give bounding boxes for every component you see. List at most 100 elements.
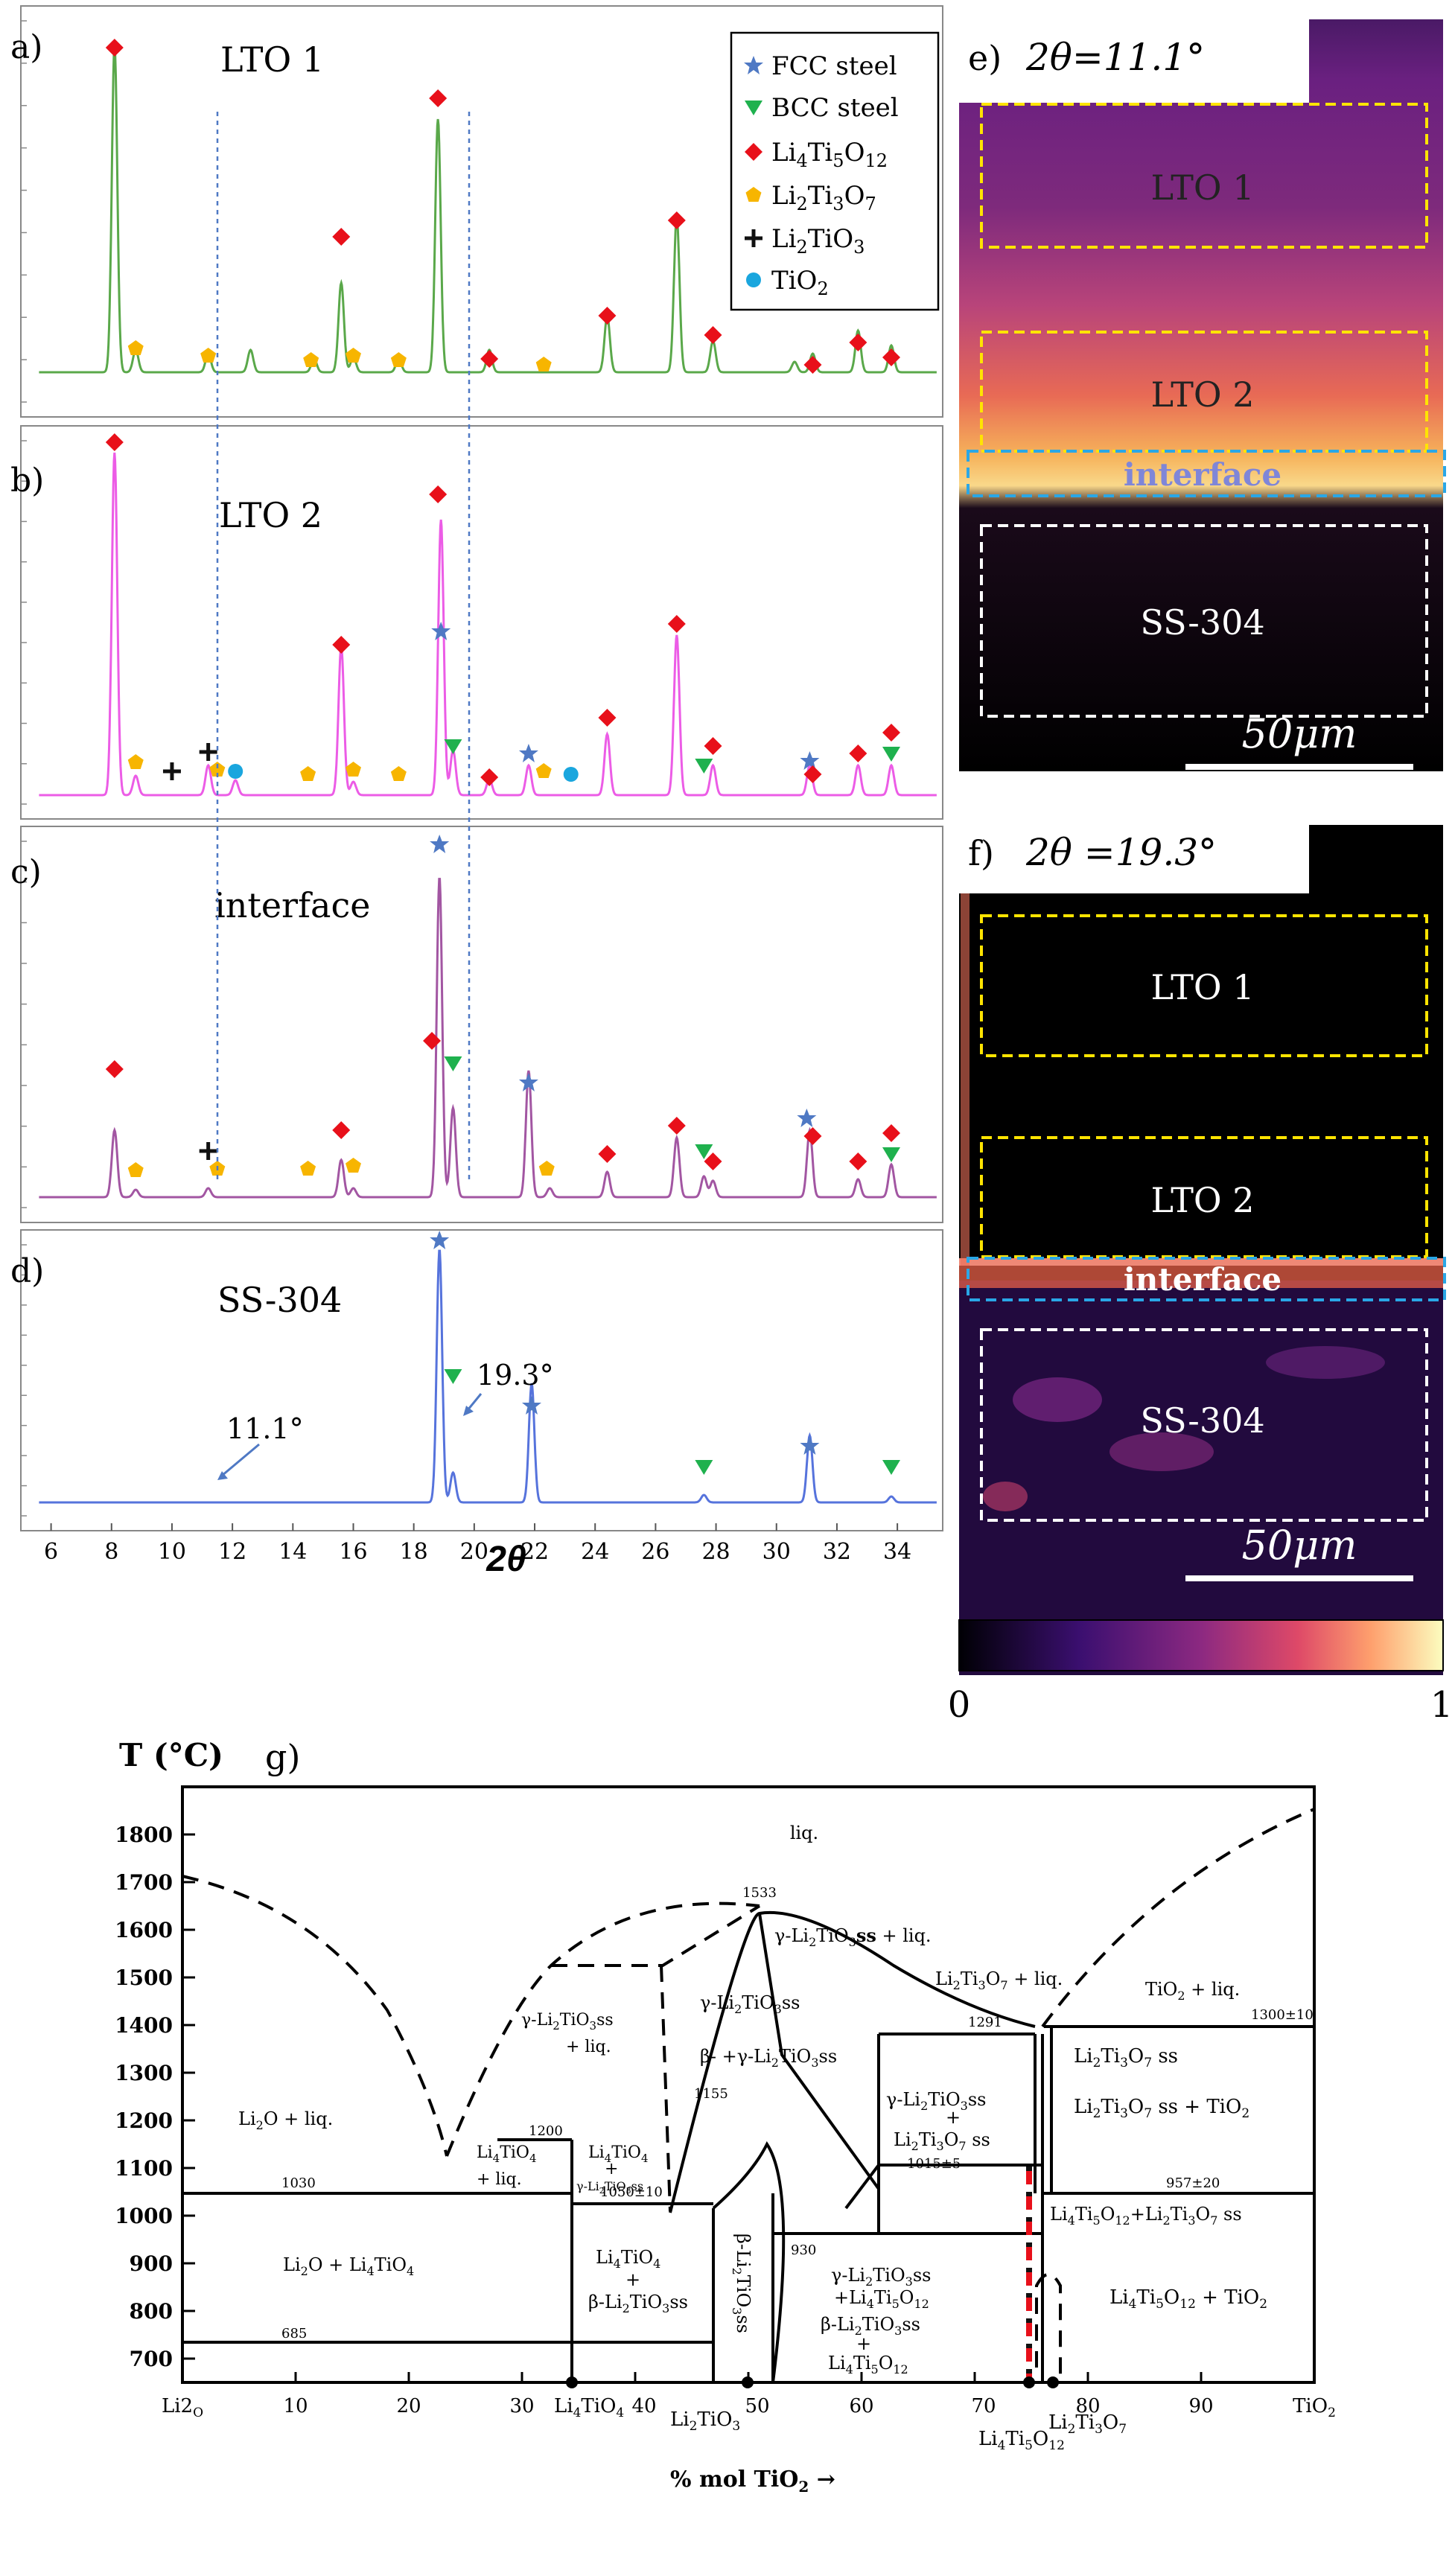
x-tick-label: 18 bbox=[400, 1539, 428, 1565]
region-li2ti3o7-ss: Li2Ti3O7 ss bbox=[1074, 2045, 1178, 2070]
region-li4tio4-beta: Li4TiO4 bbox=[596, 2247, 660, 2271]
svg-text:+ liq.: + liq. bbox=[566, 2038, 611, 2056]
x-tick-label: 8 bbox=[104, 1539, 118, 1565]
map-e-box-interface bbox=[967, 450, 1446, 497]
xrd-curve bbox=[39, 878, 937, 1199]
svg-text:+: + bbox=[856, 2333, 871, 2354]
phase-x-tick-label: 10 bbox=[283, 2395, 308, 2417]
phase-x-tick-label: 90 bbox=[1188, 2395, 1213, 2417]
map-f-lto1-label: LTO 1 bbox=[1150, 967, 1254, 1007]
xrd-curve bbox=[39, 1249, 937, 1504]
arrow-11 bbox=[221, 1443, 260, 1477]
region-li2o-liq: Li2O + liq. bbox=[238, 2108, 333, 2132]
map-f-interface-label: interface bbox=[1124, 1261, 1282, 1298]
x-tick-label: 24 bbox=[581, 1539, 609, 1565]
temp-1291: 1291 bbox=[968, 2015, 1002, 2030]
svg-text:+: + bbox=[605, 2160, 618, 2178]
map-f-box-ss304 bbox=[980, 1328, 1428, 1522]
temp-685: 685 bbox=[281, 2326, 307, 2341]
region-liq: liq. bbox=[790, 1823, 818, 1843]
phase-y-label: T (°C) bbox=[119, 1737, 223, 1773]
map-e-image bbox=[959, 19, 1443, 771]
map-e-box-ss304 bbox=[980, 524, 1428, 718]
phase-y-tick-label: 1500 bbox=[115, 1966, 173, 1990]
phase-dashed-boundaries bbox=[182, 1808, 1315, 2382]
x-tick-label: 20 bbox=[460, 1539, 488, 1565]
dot-li2ti3o7 bbox=[1047, 2376, 1059, 2388]
svg-text:+ liq.: + liq. bbox=[477, 2170, 522, 2189]
panel-b-title: LTO 2 bbox=[219, 495, 322, 535]
temp-1015: 1015±5 bbox=[907, 2156, 961, 2172]
region-g-li2tio3-liq: γ-Li2TiO3ss + liq. bbox=[774, 1925, 932, 1949]
region-beta-li2tio3-lto: β-Li2TiO3ss bbox=[821, 2314, 920, 2338]
temp-1200: 1200 bbox=[529, 2123, 563, 2139]
map-f-scale-label: 50μm bbox=[1241, 1522, 1357, 1569]
map-e-scale-label: 50μm bbox=[1241, 710, 1357, 757]
svg-text:Li4Ti5O12: Li4Ti5O12 bbox=[828, 2353, 908, 2376]
x-tick-label: 30 bbox=[762, 1539, 791, 1565]
region-tio2-liq: TiO2 + liq. bbox=[1145, 1979, 1240, 2003]
x-tick-label: 10 bbox=[158, 1539, 186, 1565]
region-li2ti3o7-liq: Li2Ti3O7 + liq. bbox=[935, 1968, 1063, 1992]
phase-y-tick-label: 1600 bbox=[115, 1918, 173, 1942]
region-lto-li2ti3o7: Li4Ti5O12+Li2Ti3O7 ss bbox=[1050, 2204, 1242, 2228]
x-tick-label: 28 bbox=[701, 1539, 730, 1565]
phase-y-tick-label: 800 bbox=[130, 2299, 173, 2324]
xrd-panel-frame bbox=[20, 826, 943, 1223]
map-e-scale-bar bbox=[1185, 764, 1413, 770]
panel-a-title: LTO 1 bbox=[220, 39, 324, 80]
x-tick-label: 26 bbox=[641, 1539, 669, 1565]
region-beta-gamma: β- +γ-Li2TiO3ss bbox=[700, 2046, 837, 2070]
phase-letter: g) bbox=[265, 1737, 300, 1777]
panel-d-title: SS-304 bbox=[217, 1280, 342, 1320]
map-e-interface-label: interface bbox=[1124, 456, 1282, 493]
dot-li4tio4 bbox=[566, 2376, 578, 2388]
panel-d-letter: d) bbox=[10, 1252, 44, 1290]
region-lto-tio2: Li4Ti5O12 + TiO2 bbox=[1109, 2286, 1267, 2312]
map-f-box-interface bbox=[967, 1257, 1446, 1301]
map-f-lto2-label: LTO 2 bbox=[1150, 1180, 1254, 1220]
phase-y-tick-label: 1200 bbox=[115, 2108, 173, 2133]
label-li2tio3: Li2TiO3 bbox=[670, 2408, 740, 2434]
xrd-panel-frames bbox=[20, 5, 943, 1531]
svg-text:+Li4Ti5O12: +Li4Ti5O12 bbox=[834, 2287, 929, 2311]
phase-y-tick-label: 1300 bbox=[115, 2061, 173, 2085]
phase-y-tick-label: 1800 bbox=[115, 1823, 173, 1847]
colorbar bbox=[958, 1619, 1444, 1671]
legend-bcc-label: BCC steel bbox=[771, 93, 899, 123]
phase-x-tick-label: 30 bbox=[509, 2395, 534, 2417]
temp-1155: 1155 bbox=[694, 2086, 728, 2102]
phase-x-tick-label: 20 bbox=[396, 2395, 421, 2417]
svg-text:+: + bbox=[946, 2107, 961, 2128]
phase-x-tick-label: 40 bbox=[631, 2395, 656, 2417]
x-tick-label: 16 bbox=[339, 1539, 367, 1565]
map-e-theta: 2θ=11.1° bbox=[1025, 36, 1205, 79]
panel-c-letter: c) bbox=[10, 853, 42, 891]
map-f-box-lto1 bbox=[980, 914, 1428, 1057]
label-li4tio4: Li4TiO4 bbox=[554, 2395, 624, 2420]
map-f-ss304-label: SS-304 bbox=[1140, 1400, 1264, 1441]
label-19: 19.3° bbox=[477, 1359, 554, 1391]
arrow-19 bbox=[466, 1393, 483, 1411]
label-li2ti3o7: Li2Ti3O7 bbox=[1048, 2411, 1127, 2437]
region-g-li2tio3-lto: γ-Li2TiO3ss bbox=[831, 2265, 931, 2289]
region-g-li2tio3: γ-Li2TiO3ss bbox=[700, 1992, 800, 2016]
xrd-panel-frame bbox=[20, 425, 943, 820]
x-tick-label: 6 bbox=[44, 1539, 58, 1565]
phase-y-tick-label: 1000 bbox=[115, 2204, 173, 2228]
label-11: 11.1° bbox=[226, 1412, 304, 1445]
dot-li4ti5o12 bbox=[1023, 2376, 1035, 2388]
legend-li2tio3-label: Li2TiO3 bbox=[771, 224, 865, 258]
phase-x-tick-label: 60 bbox=[849, 2395, 873, 2417]
xrd-panel-frame bbox=[20, 5, 943, 418]
map-e-lto2-label: LTO 2 bbox=[1150, 374, 1254, 415]
legend-fcc-label: FCC steel bbox=[771, 51, 897, 81]
temp-1533: 1533 bbox=[742, 1885, 777, 1901]
phase-x-tick-label: 80 bbox=[1075, 2395, 1100, 2417]
svg-text:Li2Ti3O7 ss: Li2Ti3O7 ss bbox=[894, 2129, 990, 2153]
temp-1050: 1050±10 bbox=[600, 2184, 663, 2200]
xrd-panel-frame bbox=[20, 1229, 943, 1531]
